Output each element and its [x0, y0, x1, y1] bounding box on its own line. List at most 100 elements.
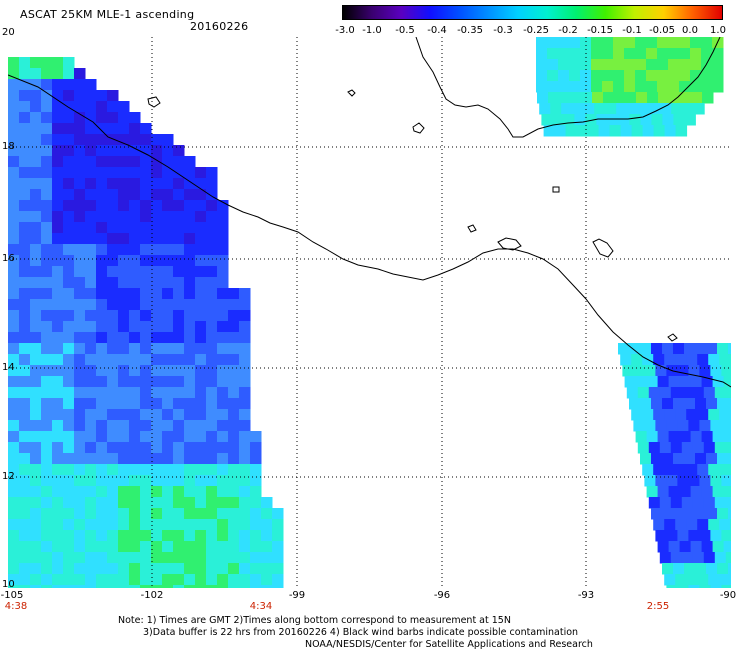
colorbar-tick-label: -0.2: [558, 25, 578, 36]
swath-cell: [74, 123, 86, 135]
swath-cell: [118, 310, 130, 322]
swath-cell: [96, 310, 108, 322]
swath-cell: [563, 114, 575, 126]
swath-cell: [85, 299, 97, 311]
swath-cell: [151, 354, 163, 366]
swath-cell: [52, 420, 64, 432]
swath-cell: [96, 343, 108, 355]
swath-cell: [206, 167, 218, 179]
swath-cell: [668, 48, 680, 60]
swath-cell: [688, 475, 700, 487]
swath-cell: [570, 92, 582, 104]
swath-cell: [239, 288, 251, 300]
swath-cell: [675, 519, 687, 531]
swath-cell: [52, 585, 64, 588]
swath-cell: [184, 211, 196, 223]
swath-cell: [41, 310, 53, 322]
swath-cell: [679, 70, 691, 82]
swath-cell: [140, 475, 152, 487]
swath-cell: [140, 530, 152, 542]
swath-cell: [118, 200, 130, 212]
colorbar-tick-label: -0.4: [427, 25, 447, 36]
swath-cell: [609, 125, 622, 137]
swath-cell: [151, 530, 163, 542]
swath-cell: [8, 563, 20, 575]
swath-cell: [721, 365, 731, 377]
swath-cell: [602, 59, 614, 71]
swath-cell: [30, 508, 42, 520]
swath-cell: [184, 244, 196, 256]
swath-cell: [52, 255, 64, 267]
swath-cell: [666, 475, 678, 487]
swath-cell: [107, 508, 119, 520]
swath-cell: [541, 114, 553, 126]
swath-cell: [217, 464, 229, 476]
swath-cell: [173, 156, 185, 168]
swath-cell: [721, 420, 731, 432]
swath-cell: [569, 48, 581, 60]
swath-cell: [19, 321, 31, 333]
swath-cell: [681, 387, 694, 399]
swath-cell: [8, 321, 20, 333]
swath-cell: [140, 123, 152, 135]
swath-cell: [651, 343, 663, 355]
swath-cell: [63, 134, 75, 146]
swath-cell: [74, 321, 86, 333]
swath-cell: [19, 376, 31, 388]
swath-cell: [30, 563, 42, 575]
swath-cell: [140, 420, 152, 432]
swath-cell: [664, 409, 676, 421]
swath-cell: [728, 508, 731, 520]
swath-cell: [580, 59, 592, 71]
swath-cell: [558, 48, 570, 60]
swath-cell: [668, 81, 680, 93]
swath-cell: [107, 134, 119, 146]
swath-cell: [162, 387, 174, 399]
swath-cell: [96, 156, 108, 168]
swath-cell: [41, 167, 53, 179]
swath-cell: [695, 453, 707, 465]
swath-cell: [129, 354, 141, 366]
swath-cell: [107, 387, 119, 399]
swath-cell: [85, 354, 97, 366]
swath-cell: [184, 365, 196, 377]
wind-map: [8, 37, 731, 588]
swath-cell: [8, 178, 20, 190]
swath-cell: [19, 365, 31, 377]
swath-cell: [74, 145, 86, 157]
swath-cell: [74, 101, 86, 113]
swath-cell: [41, 145, 53, 157]
swath-cell: [140, 255, 152, 267]
swath-cell: [96, 530, 108, 542]
swath-cell: [605, 103, 617, 115]
swath-cell: [19, 332, 31, 344]
swath-cell: [708, 409, 720, 421]
swath-cell: [118, 387, 130, 399]
swath-cell: [30, 233, 42, 245]
swath-cell: [710, 420, 722, 432]
swath-cell: [701, 48, 713, 60]
swath-cell: [173, 387, 185, 399]
swath-cell: [690, 70, 702, 82]
swath-cell: [129, 387, 141, 399]
swath-cell: [30, 552, 42, 564]
swath-cell: [30, 530, 42, 542]
swath-cell: [162, 156, 174, 168]
swath-cell: [217, 420, 229, 432]
swath-cell: [19, 299, 31, 311]
swath-cell: [41, 530, 53, 542]
swath-cell: [19, 277, 31, 289]
swath-cell: [140, 365, 152, 377]
lat-label-12: 12: [2, 471, 15, 482]
swath-cell: [118, 585, 130, 588]
swath-cell: [85, 90, 97, 102]
swath-cell: [162, 145, 174, 157]
swath-cell: [8, 222, 20, 234]
swath-cell: [151, 156, 163, 168]
swath-cell: [151, 134, 163, 146]
swath-cell: [703, 552, 716, 564]
swath-cell: [217, 299, 229, 311]
swath-cell: [602, 70, 614, 82]
swath-cell: [8, 79, 20, 91]
swath-cell: [217, 475, 229, 487]
